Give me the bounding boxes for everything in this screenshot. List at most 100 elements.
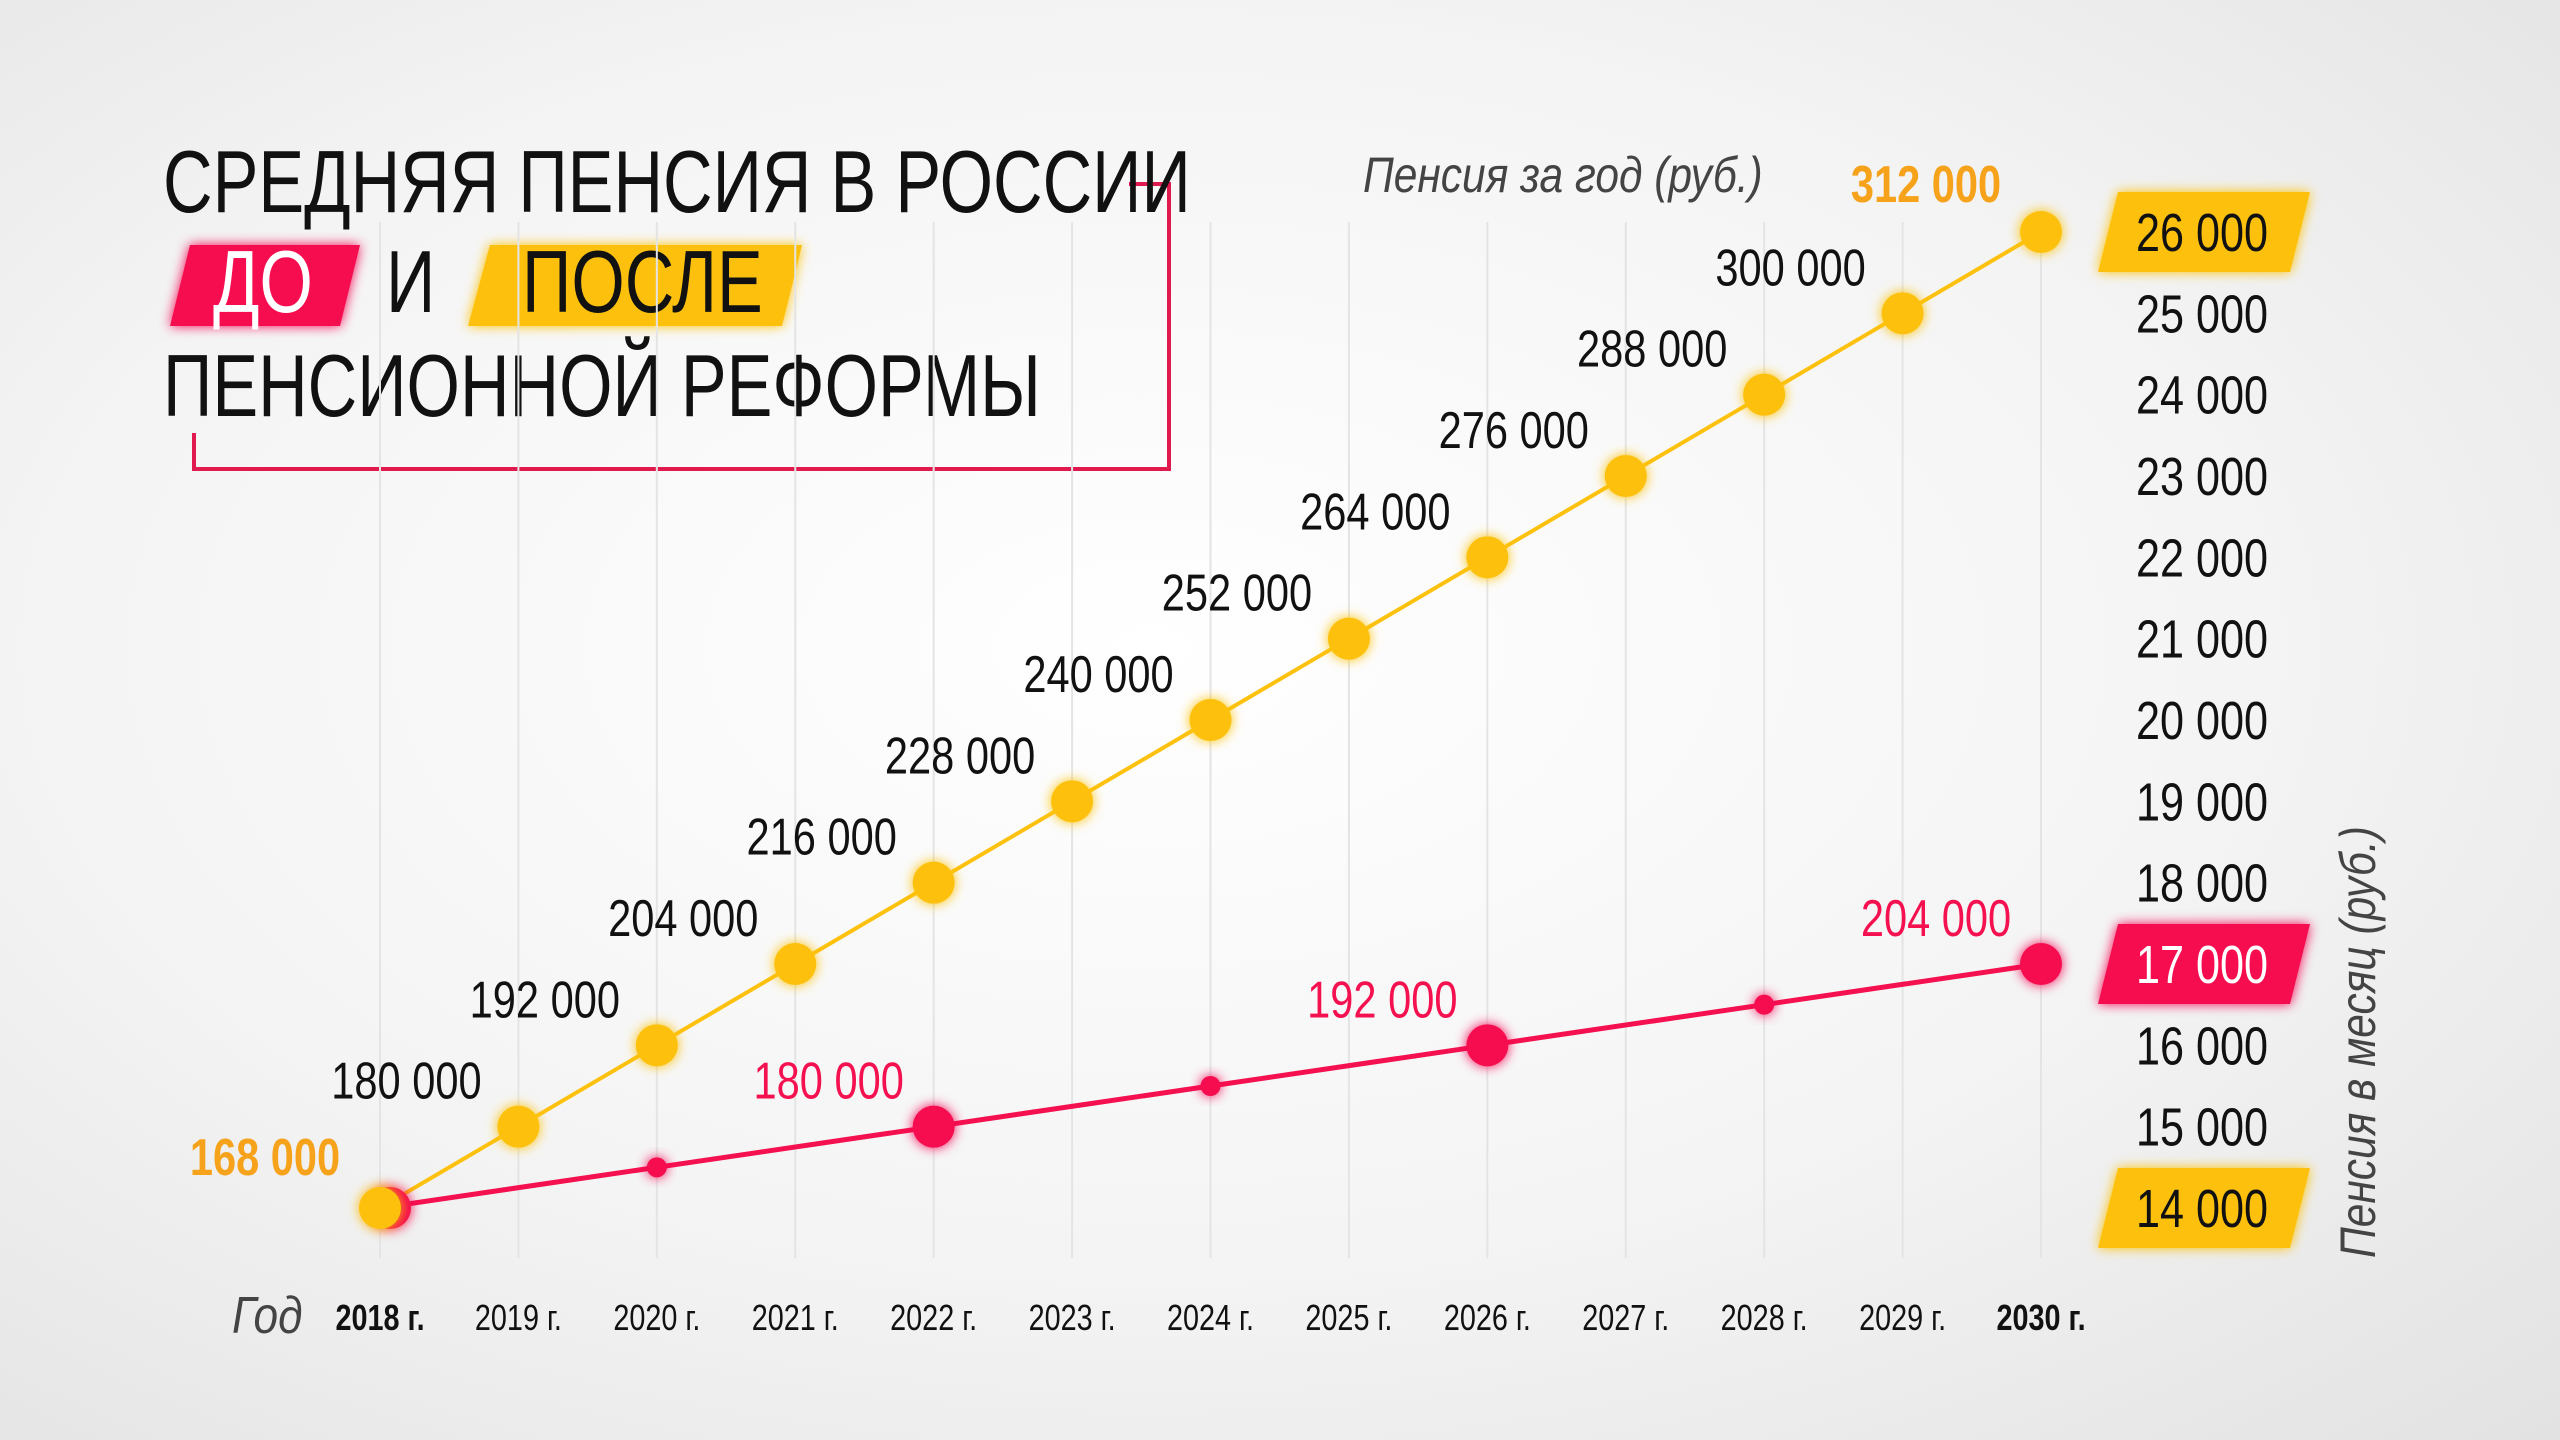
x-tick-label: 2029 г. [1859,1297,1946,1338]
label-after: 300 000 [1715,238,1865,297]
label-after-wrap: 288 000 [1577,319,1727,378]
x-tick-label: 2022 г. [890,1297,977,1338]
x-tick-label-wrap: 2026 г. [1444,1297,1531,1338]
x-tick-label: 2018 г. [335,1297,424,1338]
point-before [1200,1076,1221,1096]
label-after: 204 000 [608,889,758,948]
x-tick-label: 2026 г. [1444,1297,1531,1338]
label-after: 216 000 [746,807,896,866]
y-tick-label: 17 000 [2136,936,2268,996]
y-tick-label-wrap: 24 000 [2136,366,2268,426]
point-before [1754,994,1775,1015]
point-after [1051,780,1094,823]
label-after: 276 000 [1439,401,1589,460]
point-after [635,1024,678,1067]
x-tick-label: 2028 г. [1721,1297,1808,1338]
y-tick-highlight [2098,192,2310,272]
label-after: 264 000 [1300,482,1450,541]
y-tick-highlight [2098,1168,2310,1248]
y-tick-label-wrap: 25 000 [2136,285,2268,345]
y-tick-label-wrap: 22 000 [2136,529,2268,589]
y-tick-label-wrap: 17 000 [2136,936,2268,996]
point-after [497,1105,540,1148]
label-after-wrap: 252 000 [1162,563,1312,622]
point-after [1743,373,1786,416]
data-labels: 180 000 192 000 204 000 168 000 180 000 192 0… [190,155,2011,1187]
x-tick-label-wrap: 2024 г. [1167,1297,1254,1338]
y-tick-label-wrap: 15 000 [2136,1098,2268,1158]
y-axis-top-label: Пенсия за год (руб.) [1363,147,1763,203]
label-before-wrap: 180 000 [753,1051,903,1110]
label-before: 204 000 [1861,889,2011,948]
point-before [912,1105,955,1148]
label-after: 312 000 [1851,155,2001,214]
x-axis: 2018 г. 2019 г. 2020 г. 2021 г. 2022 г. 2023 … [335,1297,2085,1338]
y-tick-highlight [2098,924,2310,1004]
series-points [359,211,2062,1229]
point-after [1189,699,1232,741]
x-tick-label-wrap: 2023 г. [1029,1297,1116,1338]
y-tick-label: 20 000 [2136,692,2268,752]
label-after-wrap: 264 000 [1300,482,1450,541]
y-tick-label: 16 000 [2136,1017,2268,1077]
x-tick-label: 2023 г. [1029,1297,1116,1338]
title-block: СРЕДНЯЯ ПЕНСИЯ В РОССИИ ДО И ПОСЛЕ ПЕНСИ… [163,133,1191,471]
y-tick-label: 18 000 [2136,854,2268,914]
y-tick-label: 24 000 [2136,366,2268,426]
point-before [1466,1024,1509,1067]
title-frame [192,182,1171,471]
y-tick-label: 14 000 [2136,1180,2268,1240]
x-tick-label-wrap: 2027 г. [1582,1297,1669,1338]
x-tick-label-wrap: 2020 г. [613,1297,700,1338]
label-after: 192 000 [470,970,620,1029]
label-after: 252 000 [1162,563,1312,622]
title-and: И [386,233,435,331]
label-after-wrap: 204 000 [608,889,758,948]
y-tick-label: 25 000 [2136,285,2268,345]
x-tick-label-wrap: 2018 г. [335,1297,424,1338]
label-after-wrap: 192 000 [470,970,620,1029]
label-before: 180 000 [753,1051,903,1110]
title-line3: ПЕНСИОННОЙ РЕФОРМЫ [163,335,1041,435]
after-badge-label: ПОСЛЕ [522,233,763,331]
point-after [1327,617,1370,660]
x-tick-label: 2027 г. [1582,1297,1669,1338]
before-badge-label: ДО [213,233,313,331]
y-tick-label-wrap: 21 000 [2136,610,2268,670]
label-after-wrap: 216 000 [746,807,896,866]
x-tick-label-wrap: 2029 г. [1859,1297,1946,1338]
y-axis-right: 14 000 15 000 16 000 17 000 18 000 19 000 20 0… [2098,192,2310,1248]
x-tick-label-wrap: 2022 г. [890,1297,977,1338]
point-after [1881,292,1924,335]
y-tick-label-wrap: 26 000 [2136,204,2268,264]
x-tick-label-wrap: 2021 г. [752,1297,839,1338]
label-before: 192 000 [1307,970,1457,1029]
x-tick-label: 2019 г. [475,1297,562,1338]
label-after-wrap: 180 000 [331,1051,481,1110]
label-after-wrap: 300 000 [1715,238,1865,297]
y-tick-label-wrap: 19 000 [2136,773,2268,833]
title-line1: СРЕДНЯЯ ПЕНСИЯ В РОССИИ [163,133,1191,231]
y-tick-label: 22 000 [2136,529,2268,589]
y-tick-label-wrap: 16 000 [2136,1017,2268,1077]
point-before [2020,943,2062,985]
after-badge [468,245,802,326]
x-tick-label: 2024 г. [1167,1297,1254,1338]
label-after: 168 000 [190,1128,340,1187]
x-tick-label: 2030 г. [1996,1297,2085,1338]
y-tick-label-wrap: 14 000 [2136,1180,2268,1240]
y-axis-right-label: Пенсия в месяц (руб.) [2330,826,2386,1258]
point-after [2020,211,2062,253]
x-tick-label-wrap: 2028 г. [1721,1297,1808,1338]
x-axis-label: Год [232,1287,303,1345]
y-tick-label: 19 000 [2136,773,2268,833]
x-tick-label: 2025 г. [1305,1297,1392,1338]
y-tick-label-wrap: 18 000 [2136,854,2268,914]
y-tick-label: 15 000 [2136,1098,2268,1158]
label-after: 180 000 [331,1051,481,1110]
point-after [774,943,817,985]
y-tick-label: 23 000 [2136,448,2268,508]
label-before-wrap: 192 000 [1307,970,1457,1029]
x-tick-label-wrap: 2019 г. [475,1297,562,1338]
